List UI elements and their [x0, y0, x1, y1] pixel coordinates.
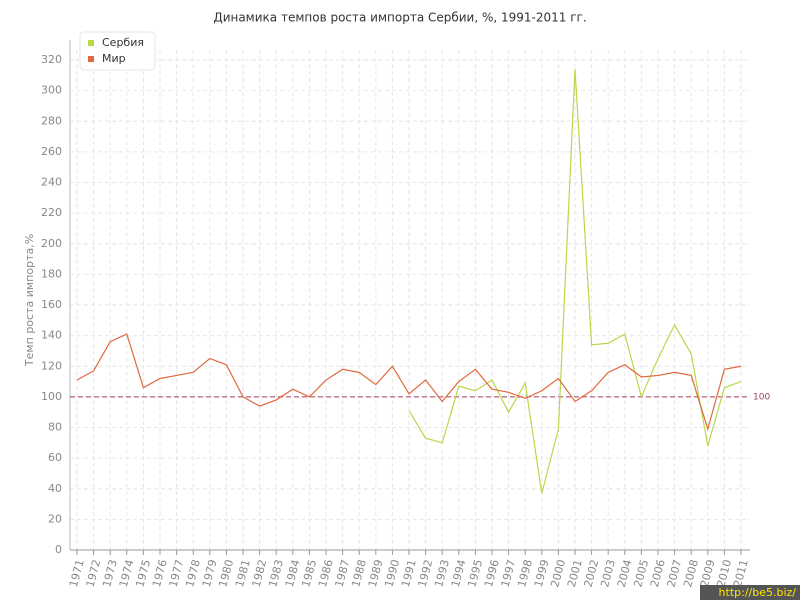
watermark: http://be5.biz/	[719, 586, 797, 599]
y-tick-label: 20	[48, 512, 62, 525]
y-tick-label: 280	[41, 114, 62, 127]
y-tick-label: 40	[48, 482, 62, 495]
series-line	[76, 333, 742, 432]
y-tick-label: 120	[41, 359, 62, 372]
legend-swatch	[88, 56, 94, 62]
y-tick-label: 60	[48, 451, 62, 464]
series-line	[408, 69, 742, 494]
y-tick-label: 140	[41, 329, 62, 342]
y-tick-label: 200	[41, 237, 62, 250]
legend-box	[79, 31, 156, 71]
y-tick-label: 220	[41, 206, 62, 219]
legend-swatch	[88, 40, 94, 46]
y-tick-label: 180	[41, 267, 62, 280]
y-tick-label: 100	[41, 390, 62, 403]
legend: Сербия Мир	[79, 31, 156, 71]
y-tick-label: 300	[41, 84, 62, 97]
chart-title: Динамика темпов роста импорта Сербии, %,…	[213, 11, 586, 25]
watermark-bg	[700, 585, 800, 600]
y-tick-label: 240	[41, 176, 62, 189]
y-axis-label: Темп роста импорта,%	[23, 234, 36, 367]
y-tick-label: 0	[55, 543, 62, 556]
y-tick-label: 260	[41, 145, 62, 158]
y-tick-label: 80	[48, 421, 62, 434]
y-tick-label: 160	[41, 298, 62, 311]
legend-label: Мир	[102, 52, 126, 65]
x-tick-label: 2011	[731, 558, 751, 588]
y-tick-label: 320	[41, 53, 62, 66]
reference-label: 100	[753, 392, 770, 402]
legend-label: Сербия	[102, 36, 144, 49]
